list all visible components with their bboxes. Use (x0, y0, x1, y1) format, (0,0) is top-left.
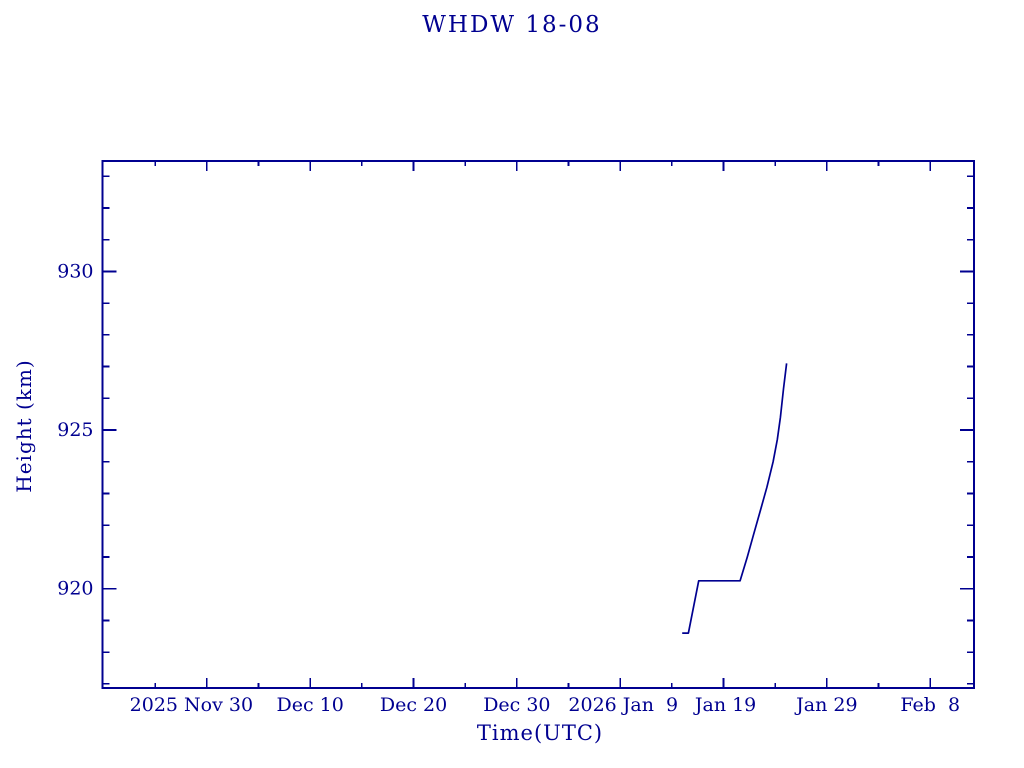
y-tick-label: 930 (57, 260, 93, 282)
x-tick-label: 2025 Nov 30 (130, 694, 253, 716)
x-tick-label: Feb 8 (900, 694, 960, 716)
plot-frame (101, 160, 975, 689)
x-axis-title: Time(UTC) (476, 721, 604, 745)
chart-title: WHDW 18-08 (422, 12, 602, 38)
x-tick-label: Jan 19 (693, 694, 756, 716)
y-tick-label: 920 (57, 578, 93, 600)
x-tick-label: Dec 20 (380, 694, 447, 716)
x-tick-label: Dec 10 (277, 694, 344, 716)
x-tick-label: Dec 30 (483, 694, 550, 716)
x-tick-label: 2026 Jan 9 (568, 694, 678, 716)
x-tick-label: Jan 29 (794, 694, 857, 716)
y-tick-label: 925 (57, 419, 93, 441)
data-line (682, 363, 788, 634)
